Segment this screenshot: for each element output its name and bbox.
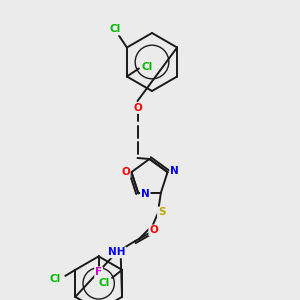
Text: O: O bbox=[121, 167, 130, 177]
Text: N: N bbox=[170, 166, 179, 176]
Text: O: O bbox=[149, 225, 158, 236]
Text: S: S bbox=[158, 207, 165, 218]
Text: Cl: Cl bbox=[98, 278, 110, 288]
Text: F: F bbox=[95, 267, 102, 278]
Text: NH: NH bbox=[108, 248, 125, 257]
Text: Cl: Cl bbox=[50, 274, 61, 284]
Text: N: N bbox=[141, 189, 150, 200]
Text: Cl: Cl bbox=[109, 25, 121, 34]
Text: O: O bbox=[133, 103, 142, 113]
Text: Cl: Cl bbox=[141, 61, 152, 71]
